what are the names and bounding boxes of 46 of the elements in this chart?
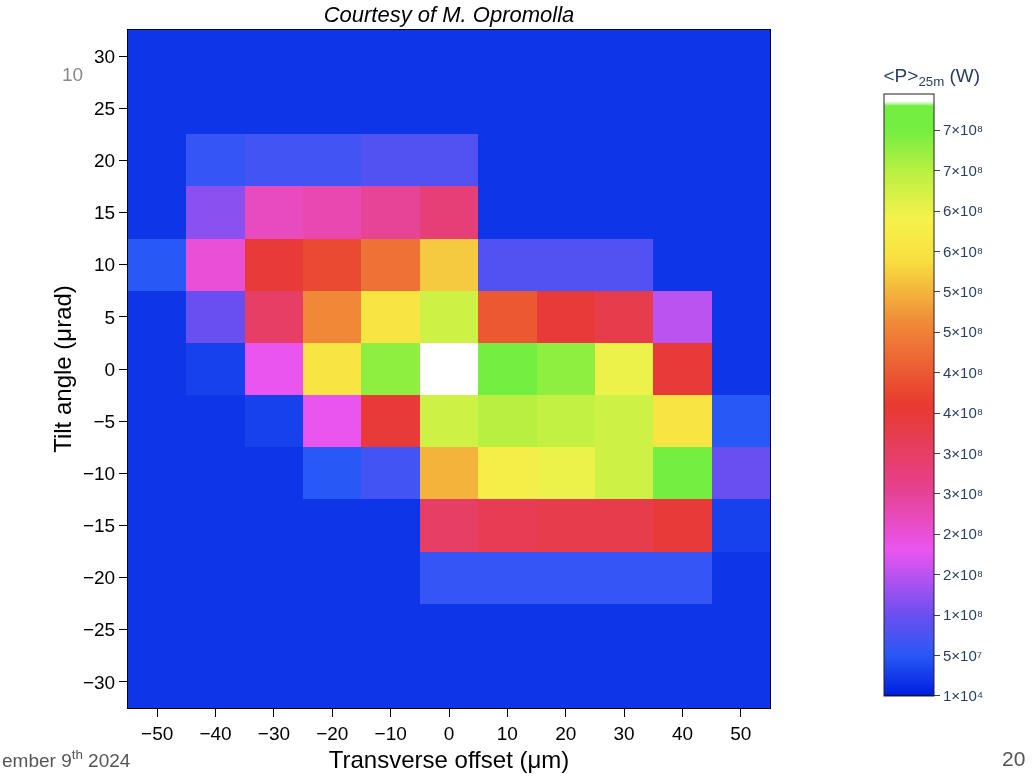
text: ember 9$^{th}$ 2024	[2, 747, 131, 771]
color-bar-label: 4×10⁸	[943, 404, 984, 422]
color-bar-label: 5×10⁸	[943, 323, 984, 341]
y-tick-label: 0	[104, 358, 116, 380]
color-bar-label: 3×10⁸	[943, 485, 984, 503]
text: 10	[62, 64, 84, 85]
x-tick-label: 10	[496, 722, 518, 744]
color-bar-label: 6×10⁸	[943, 242, 984, 260]
color-bar-label: 5×10⁷	[943, 646, 983, 664]
y-tick-label: 30	[94, 45, 116, 67]
color-bar-label: 3×10⁸	[943, 444, 984, 462]
y-tick-label: −10	[82, 462, 116, 484]
text: 20	[1002, 747, 1026, 770]
color-bar-label: 2×10⁸	[943, 525, 984, 543]
x-tick-label: 40	[671, 722, 694, 744]
x-tick-label: 20	[555, 722, 577, 744]
x-tick-label: −50	[141, 722, 174, 744]
y-tick-label: 25	[94, 97, 116, 119]
color-bar-label: 1×10⁴	[943, 687, 984, 705]
color-bar-label: 1×10⁸	[943, 606, 984, 624]
color-bar-label: 7×10⁸	[943, 161, 984, 179]
x-tick-label: 0	[443, 722, 455, 744]
chart-title: Courtesy of M. Opromolla	[323, 1, 575, 27]
y-tick-label: −25	[82, 619, 116, 641]
y-tick-label: 5	[104, 306, 116, 328]
y-tick-label: 20	[94, 150, 116, 172]
y-tick-label: −30	[82, 671, 116, 693]
color-bar-label: 7×10⁸	[943, 121, 984, 139]
x-tick-label: 30	[613, 722, 635, 744]
color-bar-label: 6×10⁸	[943, 202, 984, 220]
x-tick-label: −40	[199, 722, 232, 744]
color-bar-label: 4×10⁸	[943, 363, 984, 381]
y-axis-title: Tilt angle (μrad)	[49, 285, 77, 453]
y-tick-label: 10	[94, 254, 116, 276]
x-tick-label: 50	[730, 722, 752, 744]
y-tick-label: −15	[82, 515, 116, 537]
y-tick-label: −20	[82, 567, 116, 589]
y-tick-label: −5	[93, 410, 116, 432]
color-bar-title: <P>$_{25m}$ (W)	[883, 64, 981, 89]
x-tick-label: −10	[374, 722, 407, 744]
x-tick-label: −30	[257, 722, 291, 744]
color-bar-label: 2×10⁸	[943, 565, 984, 583]
x-axis-title: Transverse offset (μm)	[328, 746, 570, 774]
color-bar-label: 5×10⁸	[943, 283, 984, 301]
x-tick-label: −20	[316, 722, 349, 744]
y-tick-label: 15	[94, 202, 116, 224]
